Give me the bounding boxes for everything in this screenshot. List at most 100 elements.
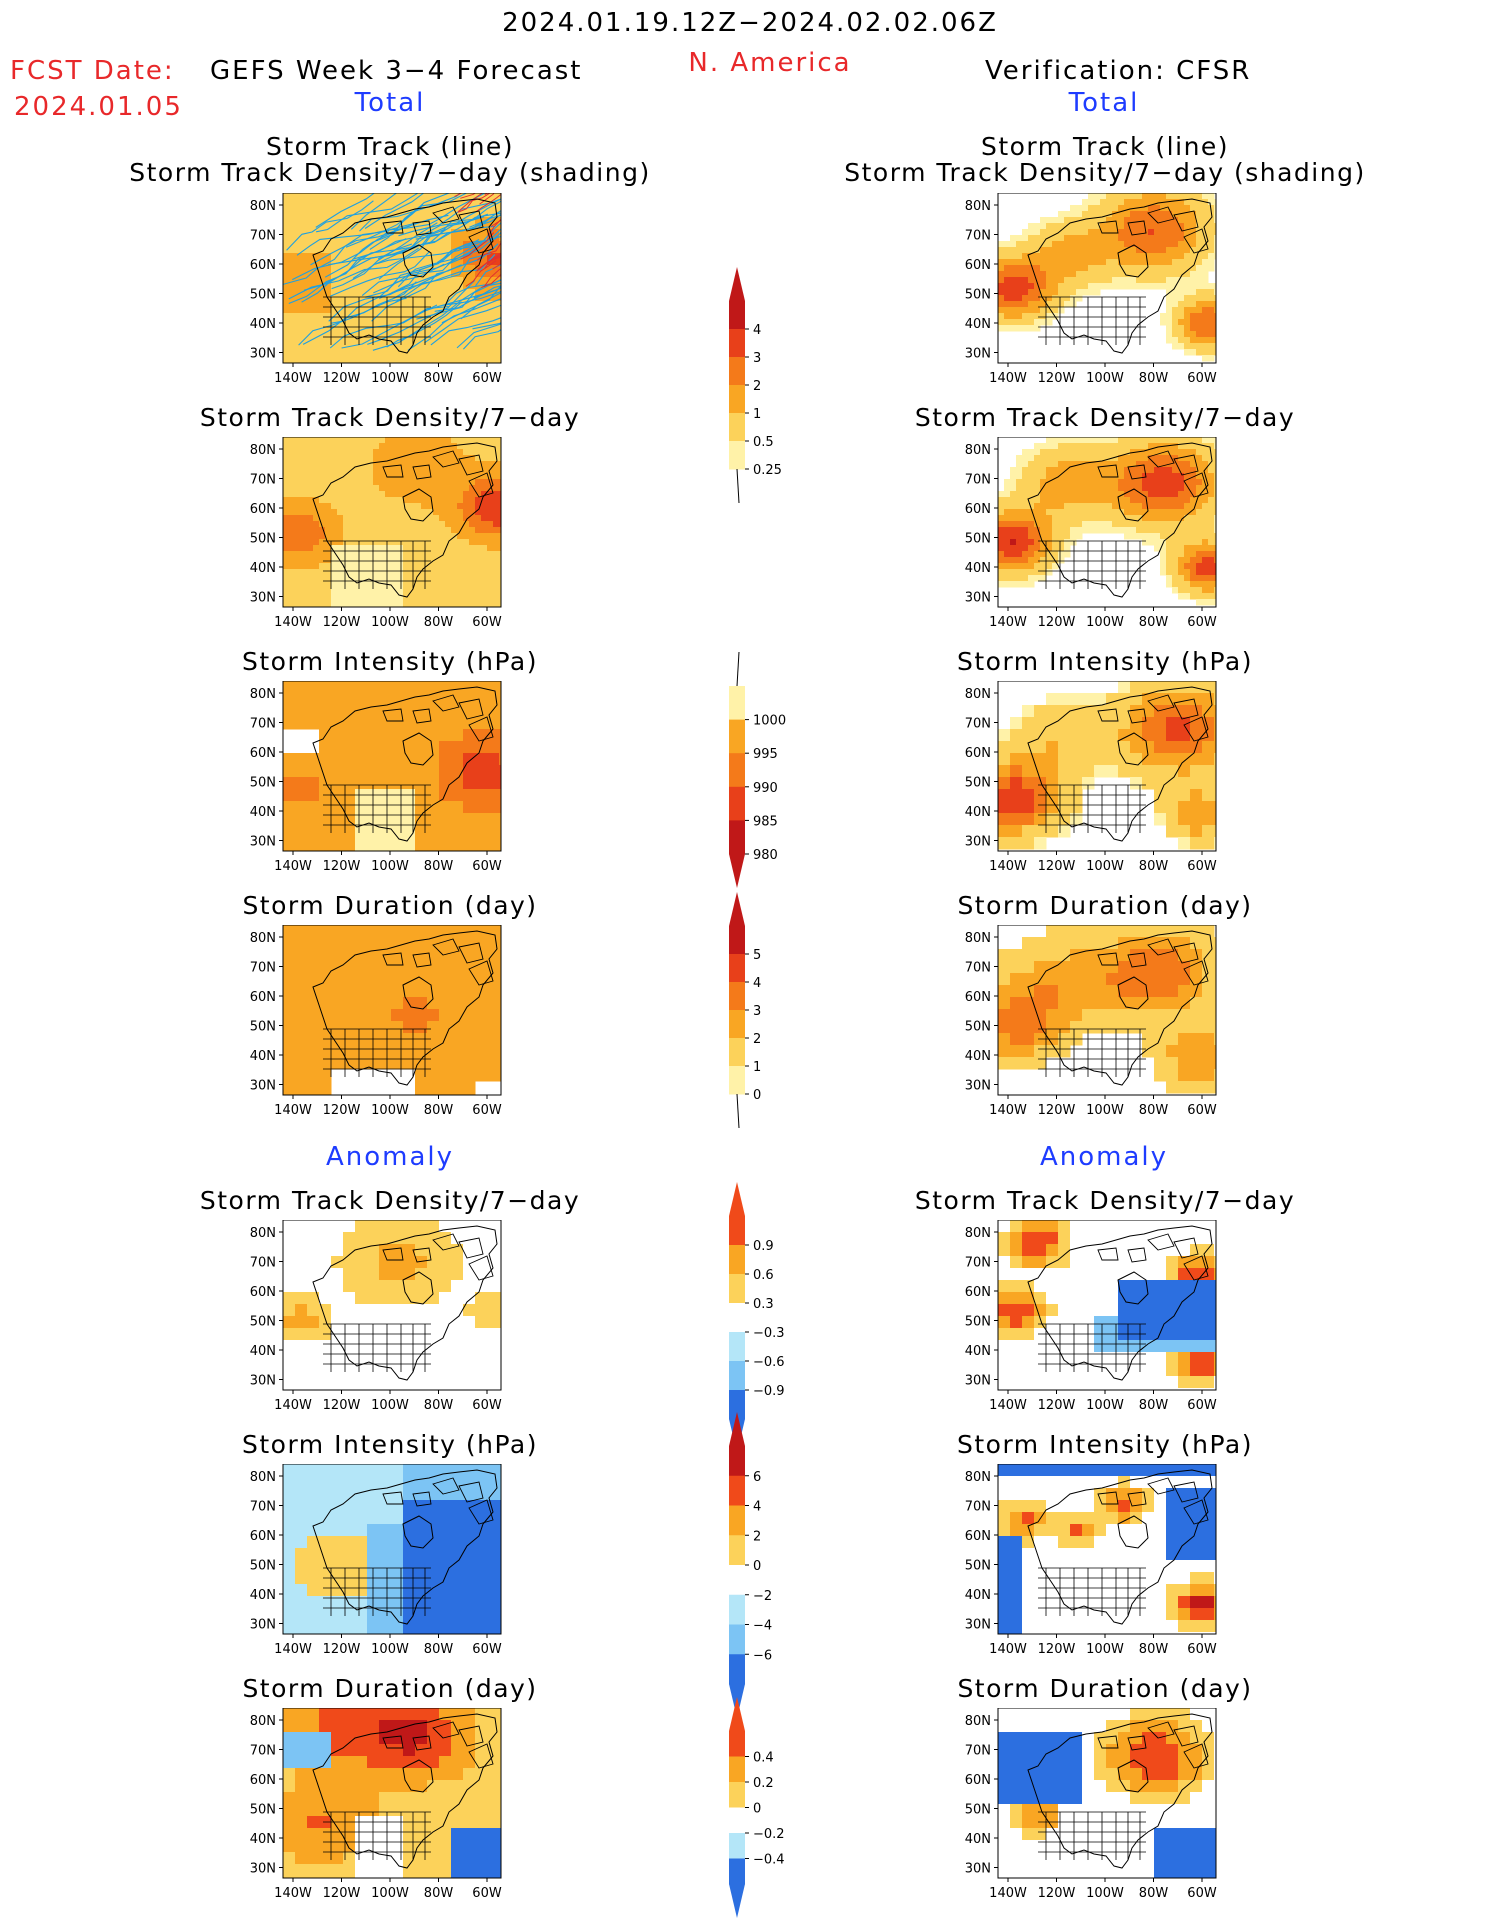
lat-label: 70N (965, 961, 991, 976)
lat-label: 80N (250, 687, 276, 702)
lon-label: 140W (989, 371, 1027, 386)
panel-title-track-shading-right: Storm Track Density/7−day (shading) (844, 158, 1366, 187)
colorbar-label: −4 (753, 1619, 772, 1634)
colorbar-duration-total: 5 4 3 2 1 0 (729, 892, 761, 1129)
panel-title-intensity-right: Storm Intensity (hPa) (957, 647, 1253, 676)
lat-label: 60N (965, 746, 991, 761)
lon-label: 140W (274, 1398, 312, 1413)
colorbar-intensity-total: 1000 995 990 985 980 (729, 651, 786, 888)
colorbar-label: 1 (753, 1060, 761, 1075)
map-panel-density-right: 80N 70N 60N 50N 40N 30N 140W 120W 100W 80W 60W (965, 437, 1217, 630)
lat-label: 80N (250, 1714, 276, 1729)
lon-label: 140W (989, 1398, 1027, 1413)
colorbar-label: 6 (753, 1470, 761, 1485)
colorbar-duration-anom: 0.4 0.2 0 −0.2 −0.4 (729, 1697, 785, 1918)
map-panel-intensity-left: 80N 70N 60N 50N 40N 30N 140W 120W 100W 80W 60W (250, 681, 502, 874)
lat-label: 40N (250, 1049, 276, 1064)
panel-title-track-line-right: Storm Track (line) (980, 132, 1230, 161)
lat-label: 40N (250, 1344, 276, 1359)
lon-label: 60W (1187, 1642, 1217, 1657)
panel-title-density-right: Storm Track Density/7−day (914, 403, 1296, 432)
lat-label: 60N (965, 990, 991, 1005)
colorbar-label: −0.4 (753, 1853, 785, 1868)
lat-label: 50N (965, 288, 991, 303)
map-panel-track-left: 80N 70N 60N 50N 40N 30N 140W 120W 100W 80W 60W (250, 193, 502, 386)
colorbar-label: 2 (753, 1032, 761, 1047)
lon-label: 140W (989, 1103, 1027, 1118)
lon-label: 60W (472, 615, 502, 630)
lon-label: 120W (323, 1886, 361, 1901)
colorbar-label: 4 (753, 323, 761, 338)
lat-label: 40N (965, 1588, 991, 1603)
lon-label: 80W (1139, 1103, 1169, 1118)
colorbar-label: 0.3 (753, 1297, 774, 1312)
colorbar-label: −0.9 (753, 1384, 785, 1399)
lat-label: 70N (250, 961, 276, 976)
lon-label: 60W (472, 1886, 502, 1901)
lat-label: 40N (965, 1049, 991, 1064)
lon-label: 100W (371, 1886, 409, 1901)
lat-label: 50N (250, 288, 276, 303)
lat-label: 40N (250, 805, 276, 820)
lat-label: 70N (250, 717, 276, 732)
colorbar-label: 4 (753, 976, 761, 991)
lon-label: 140W (989, 1886, 1027, 1901)
panel-title-intensity-left: Storm Intensity (hPa) (242, 647, 538, 676)
lat-label: 50N (965, 1803, 991, 1818)
colorbar-label: 3 (753, 1004, 761, 1019)
map-panel-duration-anom-right: 80N 70N 60N 50N 40N 30N 140W 120W 100W 80W 60W (965, 1708, 1217, 1901)
colorbar-label: 1 (753, 407, 761, 422)
lon-label: 60W (472, 1642, 502, 1657)
lat-label: 60N (250, 258, 276, 273)
left-title: GEFS Week 3−4 Forecast (210, 56, 583, 86)
lat-label: 60N (965, 1285, 991, 1300)
lon-label: 60W (1187, 1103, 1217, 1118)
lon-label: 100W (1086, 615, 1124, 630)
lat-label: 50N (250, 532, 276, 547)
lon-label: 120W (1038, 1886, 1076, 1901)
lon-label: 120W (1038, 615, 1076, 630)
lat-label: 70N (965, 229, 991, 244)
lat-label: 50N (250, 1803, 276, 1818)
lon-label: 120W (323, 859, 361, 874)
lat-label: 60N (250, 1285, 276, 1300)
right-total-label: Total (1068, 88, 1140, 118)
date-range: 2024.01.19.12Z−2024.02.02.06Z (502, 8, 998, 38)
lat-label: 70N (965, 1744, 991, 1759)
lon-label: 80W (1139, 1642, 1169, 1657)
panel-title-duration-anom-left: Storm Duration (day) (242, 1674, 538, 1703)
lat-label: 30N (965, 1079, 991, 1094)
lon-label: 80W (424, 1642, 454, 1657)
lon-label: 100W (371, 1103, 409, 1118)
right-title: Verification: CFSR (985, 56, 1252, 86)
colorbar-label: 985 (753, 814, 778, 829)
panel-title-track-line-left: Storm Track (line) (265, 132, 515, 161)
lat-label: 40N (250, 1588, 276, 1603)
colorbar-label: −2 (753, 1589, 772, 1604)
left-total-label: Total (354, 88, 426, 118)
lat-label: 80N (965, 1714, 991, 1729)
lon-label: 60W (1187, 859, 1217, 874)
colorbar-label: 1000 (753, 714, 786, 729)
colorbar-label: −0.6 (753, 1355, 785, 1370)
lon-label: 80W (1139, 371, 1169, 386)
colorbar-label: 5 (753, 948, 761, 963)
lon-label: 60W (472, 371, 502, 386)
lat-label: 40N (250, 561, 276, 576)
map-panel-intensity-anom-left: 80N 70N 60N 50N 40N 30N 140W 120W 100W 80W 60W (250, 1464, 502, 1657)
lon-label: 80W (1139, 615, 1169, 630)
lon-label: 140W (274, 371, 312, 386)
lon-label: 140W (989, 615, 1027, 630)
lat-label: 60N (250, 502, 276, 517)
lat-label: 50N (965, 1020, 991, 1035)
lon-label: 140W (274, 1886, 312, 1901)
lon-label: 100W (1086, 1398, 1124, 1413)
map-panel-track-right: 80N 70N 60N 50N 40N 30N 140W 120W 100W 80W 60W (965, 193, 1217, 386)
lat-label: 30N (250, 591, 276, 606)
lat-label: 80N (965, 1470, 991, 1485)
lat-label: 50N (250, 776, 276, 791)
lat-label: 40N (965, 561, 991, 576)
lat-label: 30N (965, 1862, 991, 1877)
lat-label: 50N (250, 1020, 276, 1035)
colorbar-label: 2 (753, 1529, 761, 1544)
